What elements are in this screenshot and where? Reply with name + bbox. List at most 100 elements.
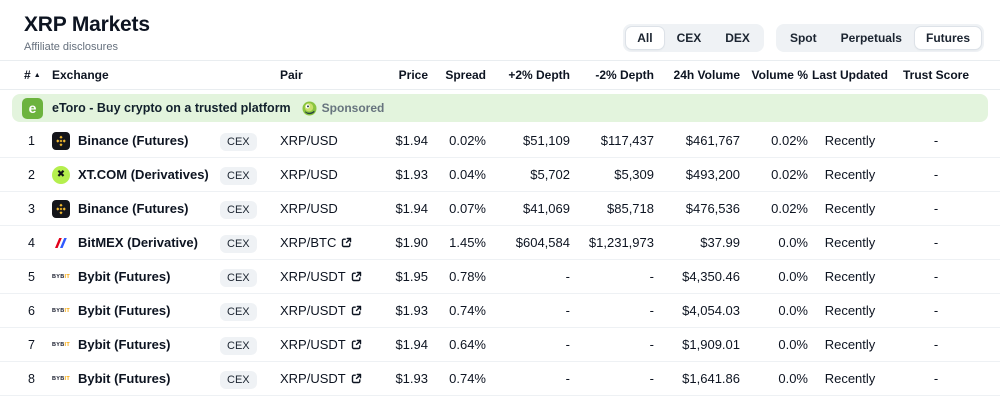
- column-header-exchange[interactable]: Exchange: [52, 68, 220, 82]
- sponsored-banner[interactable]: e eToro - Buy crypto on a trusted platfo…: [12, 94, 988, 122]
- market-type-cell: CEX: [220, 235, 280, 253]
- volume-cell: $493,200: [685, 167, 740, 182]
- filter-button-futures[interactable]: Futures: [914, 27, 981, 49]
- pair-link[interactable]: XRP/USD: [280, 133, 378, 148]
- exchange-name-link[interactable]: XT.COM (Derivatives): [78, 167, 209, 182]
- volume-pct-cell: 0.0%: [778, 235, 808, 250]
- filter-button-all[interactable]: All: [626, 27, 664, 49]
- exchange-name-link[interactable]: Binance (Futures): [78, 133, 189, 148]
- depth-plus-cell: -: [565, 303, 570, 318]
- depth-plus-cell: -: [565, 371, 570, 386]
- column-header-label: Last Updated: [811, 68, 888, 82]
- column-header-pair[interactable]: Pair: [280, 68, 378, 82]
- rank-cell: 1: [28, 133, 35, 148]
- price-cell: $1.93: [395, 303, 428, 318]
- exchange-cell[interactable]: BYB IT Bybit (Futures): [52, 268, 220, 286]
- column-header-rank[interactable]: # ▲: [24, 68, 52, 82]
- exchange-cell[interactable]: Binance (Futures): [52, 199, 220, 218]
- rank-cell: 6: [28, 303, 35, 318]
- pair-link[interactable]: XRP/USDT: [280, 303, 378, 318]
- exchange-cell[interactable]: BYB IT Bybit (Futures): [52, 336, 220, 354]
- volume-pct-cell: 0.02%: [771, 167, 808, 182]
- price-cell: $1.94: [395, 133, 428, 148]
- bybit-logo-icon: BYB IT: [52, 307, 71, 314]
- market-type-badge: CEX: [220, 201, 257, 219]
- pair-link[interactable]: XRP/USD: [280, 167, 378, 182]
- gecko-icon: [302, 101, 317, 115]
- column-header-volume_pct[interactable]: Volume %: [740, 68, 808, 82]
- column-header-label: -2% Depth: [595, 68, 654, 82]
- trust-score-cell: -: [933, 371, 939, 386]
- bitmex-logo-icon: [52, 234, 70, 252]
- table-row[interactable]: 6 BYB IT Bybit (Futures) CEX XRP/USDT $1.…: [0, 294, 1000, 328]
- exchange-logo-icon: BYB IT: [52, 336, 70, 354]
- column-header-volume_24h[interactable]: 24h Volume: [654, 68, 740, 82]
- external-link-icon: [351, 271, 362, 282]
- filter-button-perpetuals[interactable]: Perpetuals: [830, 27, 913, 49]
- pair-link[interactable]: XRP/USDT: [280, 371, 378, 386]
- external-link-icon: [351, 373, 362, 384]
- exchange-name-link[interactable]: Bybit (Futures): [78, 337, 171, 352]
- filter-button-spot[interactable]: Spot: [779, 27, 828, 49]
- filter-button-dex[interactable]: DEX: [714, 27, 761, 49]
- pair-link[interactable]: XRP/BTC: [280, 235, 378, 250]
- table-body: 1 Binance (Futures) CEX XRP/USD $1.94 0.…: [0, 124, 1000, 396]
- rank-cell: 2: [28, 167, 35, 182]
- table-row[interactable]: 2 ✖ XT.COM (Derivatives) CEX XRP/USD $1.…: [0, 158, 1000, 192]
- exchange-logo-icon: BYB IT: [52, 268, 70, 286]
- spread-cell: 0.74%: [449, 303, 486, 318]
- exchange-name-link[interactable]: Bybit (Futures): [78, 303, 171, 318]
- column-header-label: Trust Score: [902, 68, 970, 82]
- table-row[interactable]: 4 BitMEX (Derivative) CEX XRP/BTC: [0, 226, 1000, 260]
- pair-label: XRP/USD: [280, 133, 338, 148]
- exchange-name-link[interactable]: BitMEX (Derivative): [78, 235, 198, 250]
- depth-minus-cell: -: [649, 269, 654, 284]
- table-row[interactable]: 8 BYB IT Bybit (Futures) CEX XRP/USDT $1.…: [0, 362, 1000, 396]
- exchange-name-link[interactable]: Binance (Futures): [78, 201, 189, 216]
- depth-minus-cell: $5,309: [614, 167, 654, 182]
- pair-link[interactable]: XRP/USDT: [280, 337, 378, 352]
- market-type-badge: CEX: [220, 371, 257, 389]
- exchange-name-link[interactable]: Bybit (Futures): [78, 371, 171, 386]
- exchange-cell[interactable]: BitMEX (Derivative): [52, 234, 220, 252]
- exchange-logo-icon: [52, 199, 70, 218]
- depth-minus-cell: -: [649, 303, 654, 318]
- depth-plus-cell: $41,069: [523, 201, 570, 216]
- trust-score-cell: -: [933, 303, 939, 318]
- last-updated-cell: Recently: [824, 303, 876, 318]
- pair-link[interactable]: XRP/USDT: [280, 269, 378, 284]
- filter-button-cex[interactable]: CEX: [666, 27, 713, 49]
- depth-plus-cell: -: [565, 269, 570, 284]
- volume-pct-cell: 0.0%: [778, 371, 808, 386]
- rank-cell: 4: [28, 235, 35, 250]
- rank-cell: 3: [28, 201, 35, 216]
- volume-pct-cell: 0.0%: [778, 303, 808, 318]
- column-header-depth_up[interactable]: +2% Depth: [486, 68, 570, 82]
- exchange-logo-icon: [52, 234, 70, 252]
- column-header-trust_score[interactable]: Trust Score: [892, 68, 980, 82]
- depth-plus-cell: $5,702: [530, 167, 570, 182]
- exchange-cell[interactable]: BYB IT Bybit (Futures): [52, 302, 220, 320]
- column-header-label: Volume %: [751, 68, 808, 82]
- market-type-cell: CEX: [220, 371, 280, 389]
- exchange-cell[interactable]: ✖ XT.COM (Derivatives): [52, 165, 220, 184]
- table-row[interactable]: 5 BYB IT Bybit (Futures) CEX XRP/USDT $1.…: [0, 260, 1000, 294]
- pair-label: XRP/USDT: [280, 371, 346, 386]
- column-header-price[interactable]: Price: [378, 68, 428, 82]
- exchange-name-link[interactable]: Bybit (Futures): [78, 269, 171, 284]
- table-row[interactable]: 3 Binance (Futures) CEX XRP/USD $1.94 0.…: [0, 192, 1000, 226]
- market-type-cell: CEX: [220, 303, 280, 321]
- affiliate-disclosures-link[interactable]: Affiliate disclosures: [24, 41, 118, 53]
- column-header-depth_down[interactable]: -2% Depth: [570, 68, 654, 82]
- exchange-cell[interactable]: BYB IT Bybit (Futures): [52, 370, 220, 388]
- pair-label: XRP/USDT: [280, 269, 346, 284]
- table-row[interactable]: 7 BYB IT Bybit (Futures) CEX XRP/USDT $1.…: [0, 328, 1000, 362]
- volume-pct-cell: 0.02%: [771, 133, 808, 148]
- pair-link[interactable]: XRP/USD: [280, 201, 378, 216]
- market-type-badge: CEX: [220, 337, 257, 355]
- column-header-spread[interactable]: Spread: [428, 68, 486, 82]
- exchange-cell[interactable]: Binance (Futures): [52, 131, 220, 150]
- rank-cell: 5: [28, 269, 35, 284]
- table-row[interactable]: 1 Binance (Futures) CEX XRP/USD $1.94 0.…: [0, 124, 1000, 158]
- column-header-last_updated[interactable]: Last Updated: [808, 68, 892, 82]
